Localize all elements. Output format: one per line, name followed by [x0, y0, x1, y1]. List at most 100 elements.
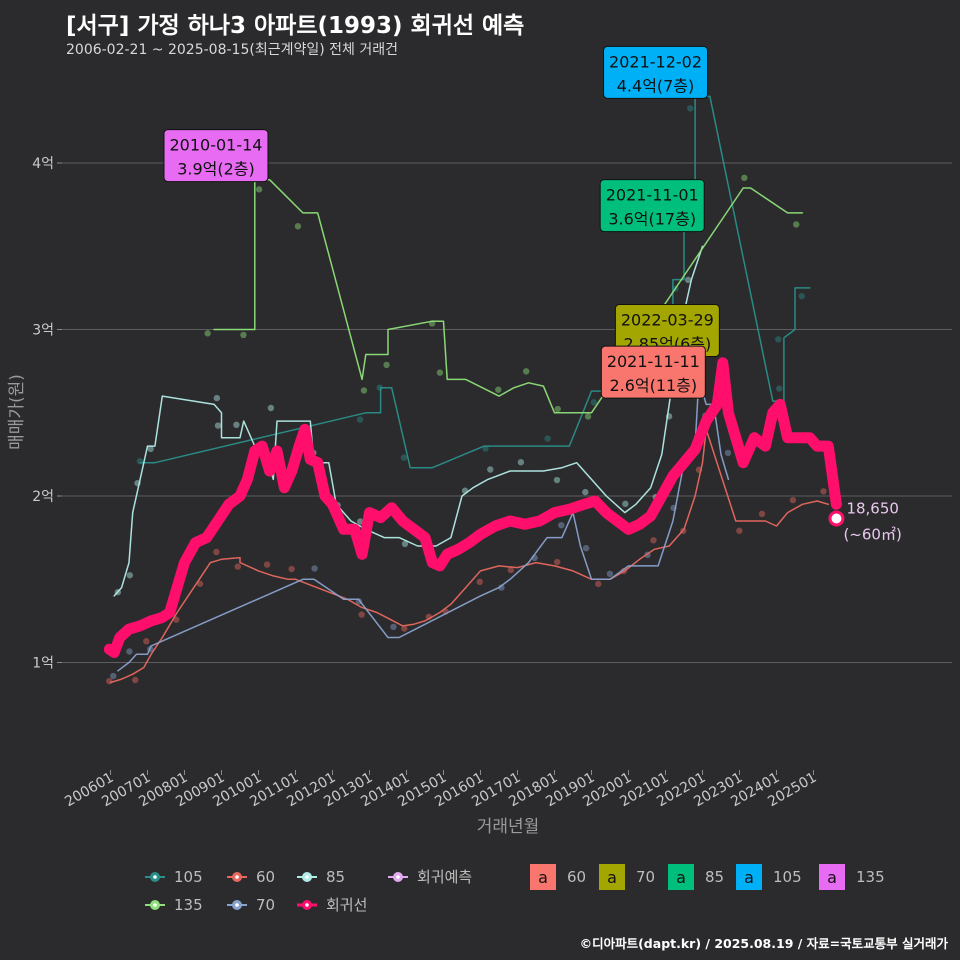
- annotation-date: 2022-03-29: [621, 310, 714, 329]
- scatter-point-60: [476, 578, 483, 586]
- legend-item-60: 60: [227, 868, 275, 886]
- legend-box-70: a 70: [599, 864, 655, 890]
- annotation-label: 2021-11-01 3.6억(17층): [599, 179, 705, 233]
- x-axis-title: 거래년월: [477, 817, 540, 837]
- scatter-point-60: [106, 677, 113, 685]
- scatter-point-85: [401, 540, 409, 548]
- annotation-box: [600, 345, 706, 399]
- scatter-point-85: [214, 422, 222, 429]
- scatter-point-85: [582, 488, 589, 496]
- legend-item-105: 105: [145, 868, 203, 886]
- scatter-point-135: [741, 174, 748, 182]
- scatter-point-105: [400, 454, 408, 461]
- scatter-point-60: [173, 616, 180, 623]
- legend-dot-center: [235, 875, 239, 879]
- scatter-point-70: [126, 648, 133, 655]
- legend-dot-center: [396, 875, 400, 879]
- scatter-point-85: [684, 276, 692, 284]
- scatter-point-85: [126, 572, 134, 579]
- scatter-point-135: [554, 405, 561, 413]
- scatter-point-60: [263, 561, 271, 568]
- scatter-point-70: [582, 544, 590, 552]
- legend-swatch: [819, 864, 845, 890]
- scatter-point-60: [736, 527, 743, 534]
- scatter-point-60: [288, 565, 295, 573]
- scatter-point-85: [267, 404, 275, 412]
- legend-box-label: 60: [567, 868, 586, 886]
- legend-dot-center: [305, 875, 309, 879]
- legend-swatch-glyph: a: [676, 868, 686, 887]
- scatter-point-85: [233, 421, 240, 429]
- scatter-point-70: [311, 565, 318, 572]
- scatter-point-105: [590, 399, 598, 406]
- legend-label: 회귀예측: [417, 868, 472, 886]
- scatter-point-70: [498, 584, 505, 591]
- scatter-point-60: [789, 496, 797, 504]
- legend-swatch: [530, 864, 556, 890]
- legend-dot-center: [153, 903, 157, 907]
- legend-label: 105: [174, 868, 203, 886]
- scatter-point-105: [376, 384, 383, 391]
- annotation-date: 2021-11-11: [607, 352, 700, 371]
- legend-item-85: 85: [297, 868, 345, 886]
- scatter-point-60: [132, 676, 139, 684]
- scatter-point-60: [143, 638, 150, 645]
- legend-box-label: 70: [636, 868, 655, 886]
- legend-dot-center: [305, 903, 309, 907]
- scatter-point-70: [606, 570, 614, 578]
- scatter-point-60: [507, 566, 515, 574]
- scatter-point-135: [204, 330, 211, 337]
- scatter-point-85: [147, 445, 154, 453]
- scatter-point-135: [360, 387, 368, 394]
- legend: 105 60 85 회귀예측 135 70 회귀선 a 60 a 70 a 85 a 105 a 135: [145, 864, 885, 914]
- legend-dot-center: [153, 875, 157, 879]
- legend-swatch: [668, 864, 694, 890]
- scatter-points: [106, 105, 827, 685]
- legend-box-135: a 135: [819, 864, 885, 890]
- legend-swatch-glyph: a: [827, 868, 837, 887]
- y-tick-label: 1억: [32, 656, 54, 672]
- legend-item-70: 70: [227, 896, 275, 914]
- scatter-point-60: [358, 611, 365, 618]
- annotation-label: 2022-03-292.85억(6층): [614, 303, 720, 357]
- legend-box-105: a 105: [736, 864, 802, 890]
- annotation-label: 2021-11-11 2.6억(11층): [600, 345, 706, 399]
- scatter-point-135: [793, 221, 800, 228]
- annotation-label: 2010-01-14 3.9억(2층): [163, 129, 269, 183]
- series-line-135: [213, 178, 804, 414]
- legend-item-135: 135: [145, 896, 203, 914]
- footer-credit: ©디아파트(dapt.kr) / 2025.08.19 / 자료=국토교통부 실…: [579, 936, 948, 951]
- chart-title: [서구] 가정 하나3 아파트(1993) 회귀선 예측: [66, 13, 525, 39]
- scatter-point-60: [234, 563, 242, 570]
- legend-box-60: a 60: [530, 864, 586, 890]
- series-lines: [103, 95, 842, 684]
- y-axis-ticks: 1억 2억 3억 4억: [32, 156, 62, 672]
- annotation-label: 2021-12-02 4.4억(7층): [603, 45, 709, 99]
- annotation-date: 2021-12-02: [609, 52, 702, 71]
- annotation-date: 2010-01-14: [169, 136, 262, 155]
- scatter-point-135: [495, 386, 502, 393]
- annotation-box: [163, 129, 269, 183]
- last-point-area: (~60㎡): [843, 525, 901, 543]
- legend-item-회귀예측: 회귀예측: [388, 868, 472, 886]
- legend-label: 70: [256, 896, 275, 914]
- series-line-85: [113, 245, 704, 597]
- x-axis-ticks: 2006012007012008012009012010012011012012…: [62, 770, 819, 811]
- scatter-point-105: [687, 105, 694, 112]
- y-tick-label: 4억: [32, 156, 54, 172]
- legend-box-label: 105: [773, 868, 802, 886]
- last-point-marker: [828, 510, 845, 527]
- annotation-price: 3.9억(2층): [177, 160, 255, 179]
- legend-dot-center: [235, 903, 239, 907]
- legend-label: 135: [174, 896, 203, 914]
- annotation-box: [603, 45, 709, 99]
- series-line-회귀선: [103, 357, 842, 658]
- scatter-point-85: [487, 466, 494, 473]
- scatter-point-85: [357, 518, 364, 525]
- scatter-point-60: [213, 548, 220, 556]
- scatter-point-60: [401, 625, 408, 632]
- scatter-point-60: [553, 558, 561, 566]
- legend-item-회귀선: 회귀선: [297, 896, 367, 914]
- scatter-point-105: [776, 385, 783, 392]
